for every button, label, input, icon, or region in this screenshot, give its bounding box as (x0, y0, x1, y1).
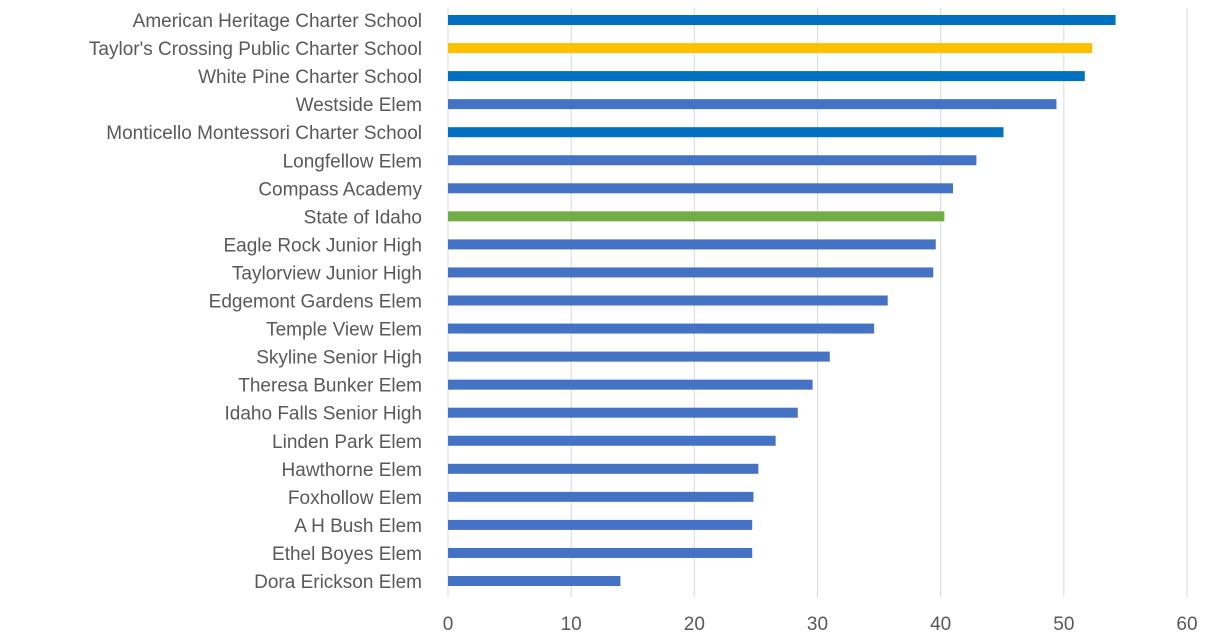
bar (448, 267, 934, 278)
bar (448, 323, 875, 334)
bar (448, 295, 888, 306)
category-label: White Pine Charter School (198, 67, 422, 88)
category-label: State of Idaho (304, 207, 422, 228)
bar (448, 351, 830, 362)
bar (448, 379, 813, 390)
bar (448, 71, 1085, 82)
x-tick-label: 50 (1053, 614, 1074, 635)
category-label: Edgemont Gardens Elem (209, 292, 422, 313)
bar (448, 435, 776, 446)
x-tick-label: 40 (930, 614, 951, 635)
bar (448, 211, 945, 222)
category-label: Eagle Rock Junior High (223, 235, 422, 256)
category-label: Temple View Elem (266, 320, 422, 341)
category-label: Taylorview Junior High (232, 263, 422, 284)
category-label: Longfellow Elem (283, 151, 422, 172)
category-label: Westside Elem (296, 95, 422, 116)
bar (448, 547, 753, 558)
x-tick-label: 10 (561, 614, 582, 635)
category-label: Monticello Montessori Charter School (106, 123, 422, 144)
bar (448, 15, 1116, 25)
category-label: Skyline Senior High (256, 348, 422, 369)
bars (448, 15, 1116, 586)
x-axis-ticks: 0 10 20 30 40 50 60 (443, 614, 1198, 635)
category-label: Linden Park Elem (272, 432, 422, 453)
category-label: Taylor's Crossing Public Charter School (89, 39, 422, 60)
category-label: Hawthorne Elem (282, 460, 422, 481)
category-label: A H Bush Elem (294, 516, 422, 537)
category-label: Foxhollow Elem (288, 488, 422, 509)
bar (448, 127, 1004, 138)
bar (448, 576, 621, 586)
bar (448, 183, 953, 194)
category-label: Ethel Boyes Elem (272, 544, 422, 565)
x-tick-label: 20 (684, 614, 705, 635)
x-tick-label: 0 (443, 614, 454, 635)
bar (448, 463, 759, 474)
category-label: Compass Academy (258, 179, 422, 200)
bar (448, 519, 753, 530)
bar (448, 43, 1093, 54)
category-label: Dora Erickson Elem (254, 572, 422, 593)
category-label: Theresa Bunker Elem (238, 376, 422, 397)
bar (448, 99, 1057, 110)
bar (448, 491, 754, 502)
category-label: American Heritage Charter School (133, 11, 422, 32)
bar (448, 155, 977, 166)
x-tick-label: 30 (807, 614, 828, 635)
bar (448, 407, 798, 418)
bar (448, 239, 936, 250)
category-labels: American Heritage Charter School Taylor's… (89, 11, 423, 593)
x-tick-label: 60 (1176, 614, 1197, 635)
category-label: Idaho Falls Senior High (225, 404, 423, 425)
